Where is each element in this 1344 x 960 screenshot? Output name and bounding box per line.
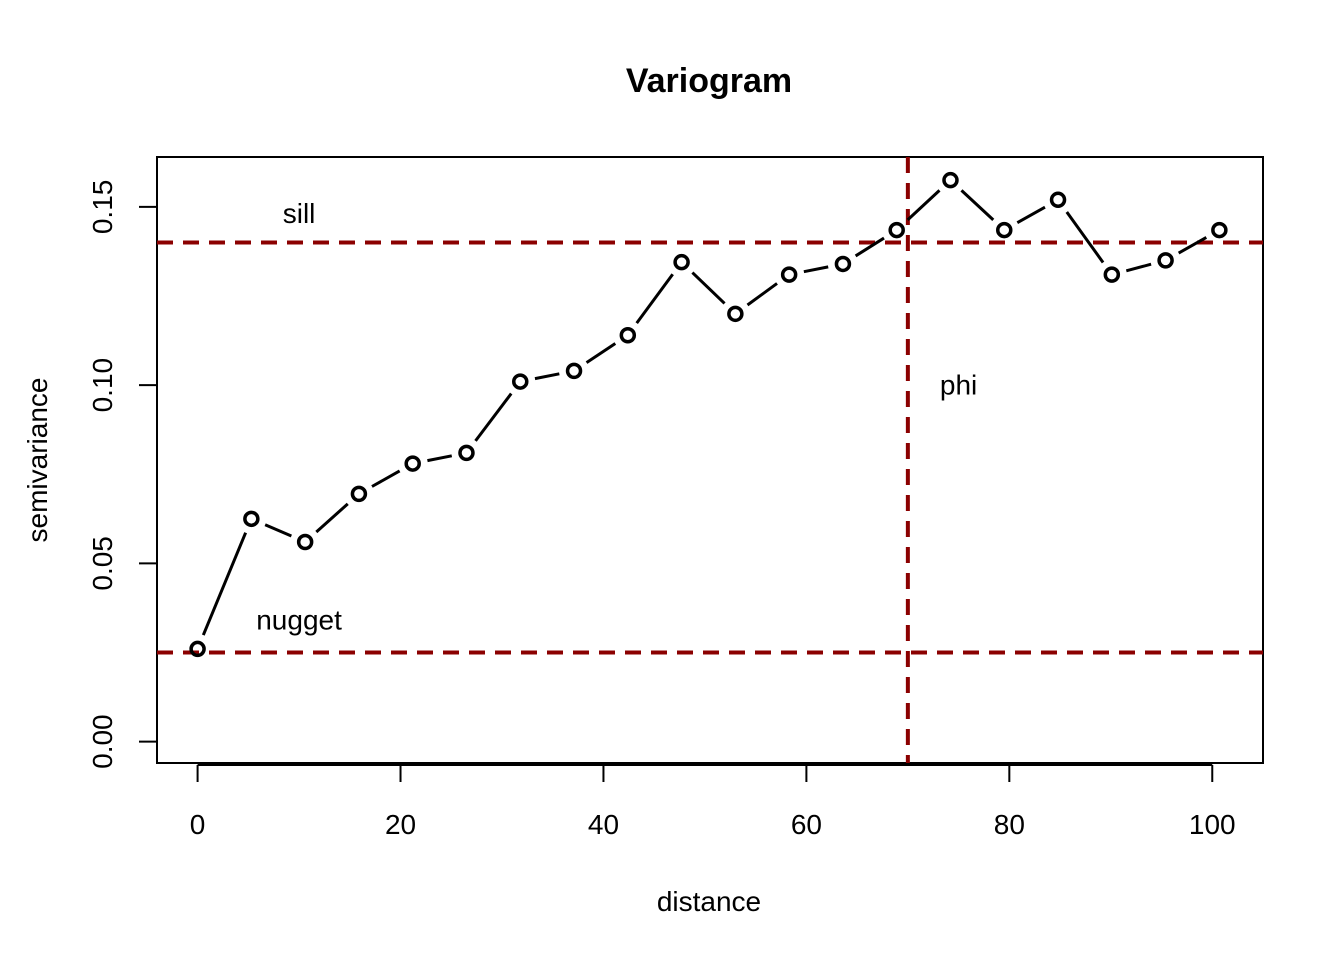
data-point	[888, 221, 905, 239]
series-segment	[264, 523, 292, 538]
series-segment	[585, 342, 617, 364]
data-point	[834, 255, 852, 273]
y-tick-label: 0.10	[87, 358, 118, 413]
data-point	[1157, 252, 1174, 269]
series-segment	[746, 282, 778, 307]
series-segment	[803, 265, 829, 274]
data-point	[996, 221, 1013, 239]
data-point	[296, 533, 314, 551]
x-tick-label: 100	[1189, 809, 1236, 840]
data-point	[727, 305, 744, 323]
data-point	[189, 640, 206, 658]
y-tick-label: 0.05	[87, 536, 118, 591]
series-segment	[854, 236, 885, 258]
data-point	[404, 455, 421, 472]
series-segment	[906, 189, 941, 221]
series-segment	[534, 372, 560, 381]
data-point	[1211, 221, 1228, 239]
reference-lines	[157, 157, 1263, 763]
x-axis-label: distance	[657, 886, 761, 917]
series-segment	[1065, 211, 1105, 264]
series-segment	[960, 189, 995, 221]
data-point	[780, 266, 798, 283]
data-point	[243, 510, 260, 528]
data-point	[1049, 191, 1067, 209]
data-point	[1103, 266, 1121, 283]
series-segment	[315, 502, 349, 534]
data-point	[619, 326, 637, 344]
annotation-label: phi	[940, 369, 977, 400]
y-axis-label: semivariance	[22, 378, 53, 543]
series-segment	[474, 392, 513, 442]
annotation-label: nugget	[256, 605, 342, 636]
x-axis: 0 20 40 60 80 100	[190, 764, 1236, 840]
series-layer	[189, 171, 1228, 658]
y-tick-label: 0.00	[87, 714, 118, 769]
series-segment	[427, 454, 453, 463]
data-point	[350, 485, 368, 503]
data-point	[458, 444, 475, 462]
y-axis: 0.00 0.05 0.10 0.15	[87, 180, 158, 769]
series-segment	[1016, 205, 1046, 225]
x-tick-label: 0	[190, 809, 206, 840]
series-segment	[691, 271, 726, 305]
data-point	[512, 373, 529, 390]
data-point	[673, 253, 690, 271]
chart-title: Variogram	[626, 62, 792, 100]
annotation-label: sill	[283, 198, 316, 229]
series-segment	[1125, 262, 1152, 273]
x-tick-label: 40	[588, 809, 619, 840]
annotations: sill nugget phi	[256, 198, 977, 635]
series-segment	[1177, 236, 1208, 255]
x-tick-label: 60	[791, 809, 822, 840]
y-tick-label: 0.15	[87, 180, 118, 235]
data-point	[942, 171, 959, 189]
x-tick-label: 20	[385, 809, 416, 840]
data-point	[565, 362, 583, 380]
x-tick-label: 80	[994, 809, 1025, 840]
plot-frame	[156, 156, 1264, 764]
series-segment	[635, 273, 674, 325]
series-segment	[371, 469, 401, 488]
series-segment	[201, 532, 248, 636]
